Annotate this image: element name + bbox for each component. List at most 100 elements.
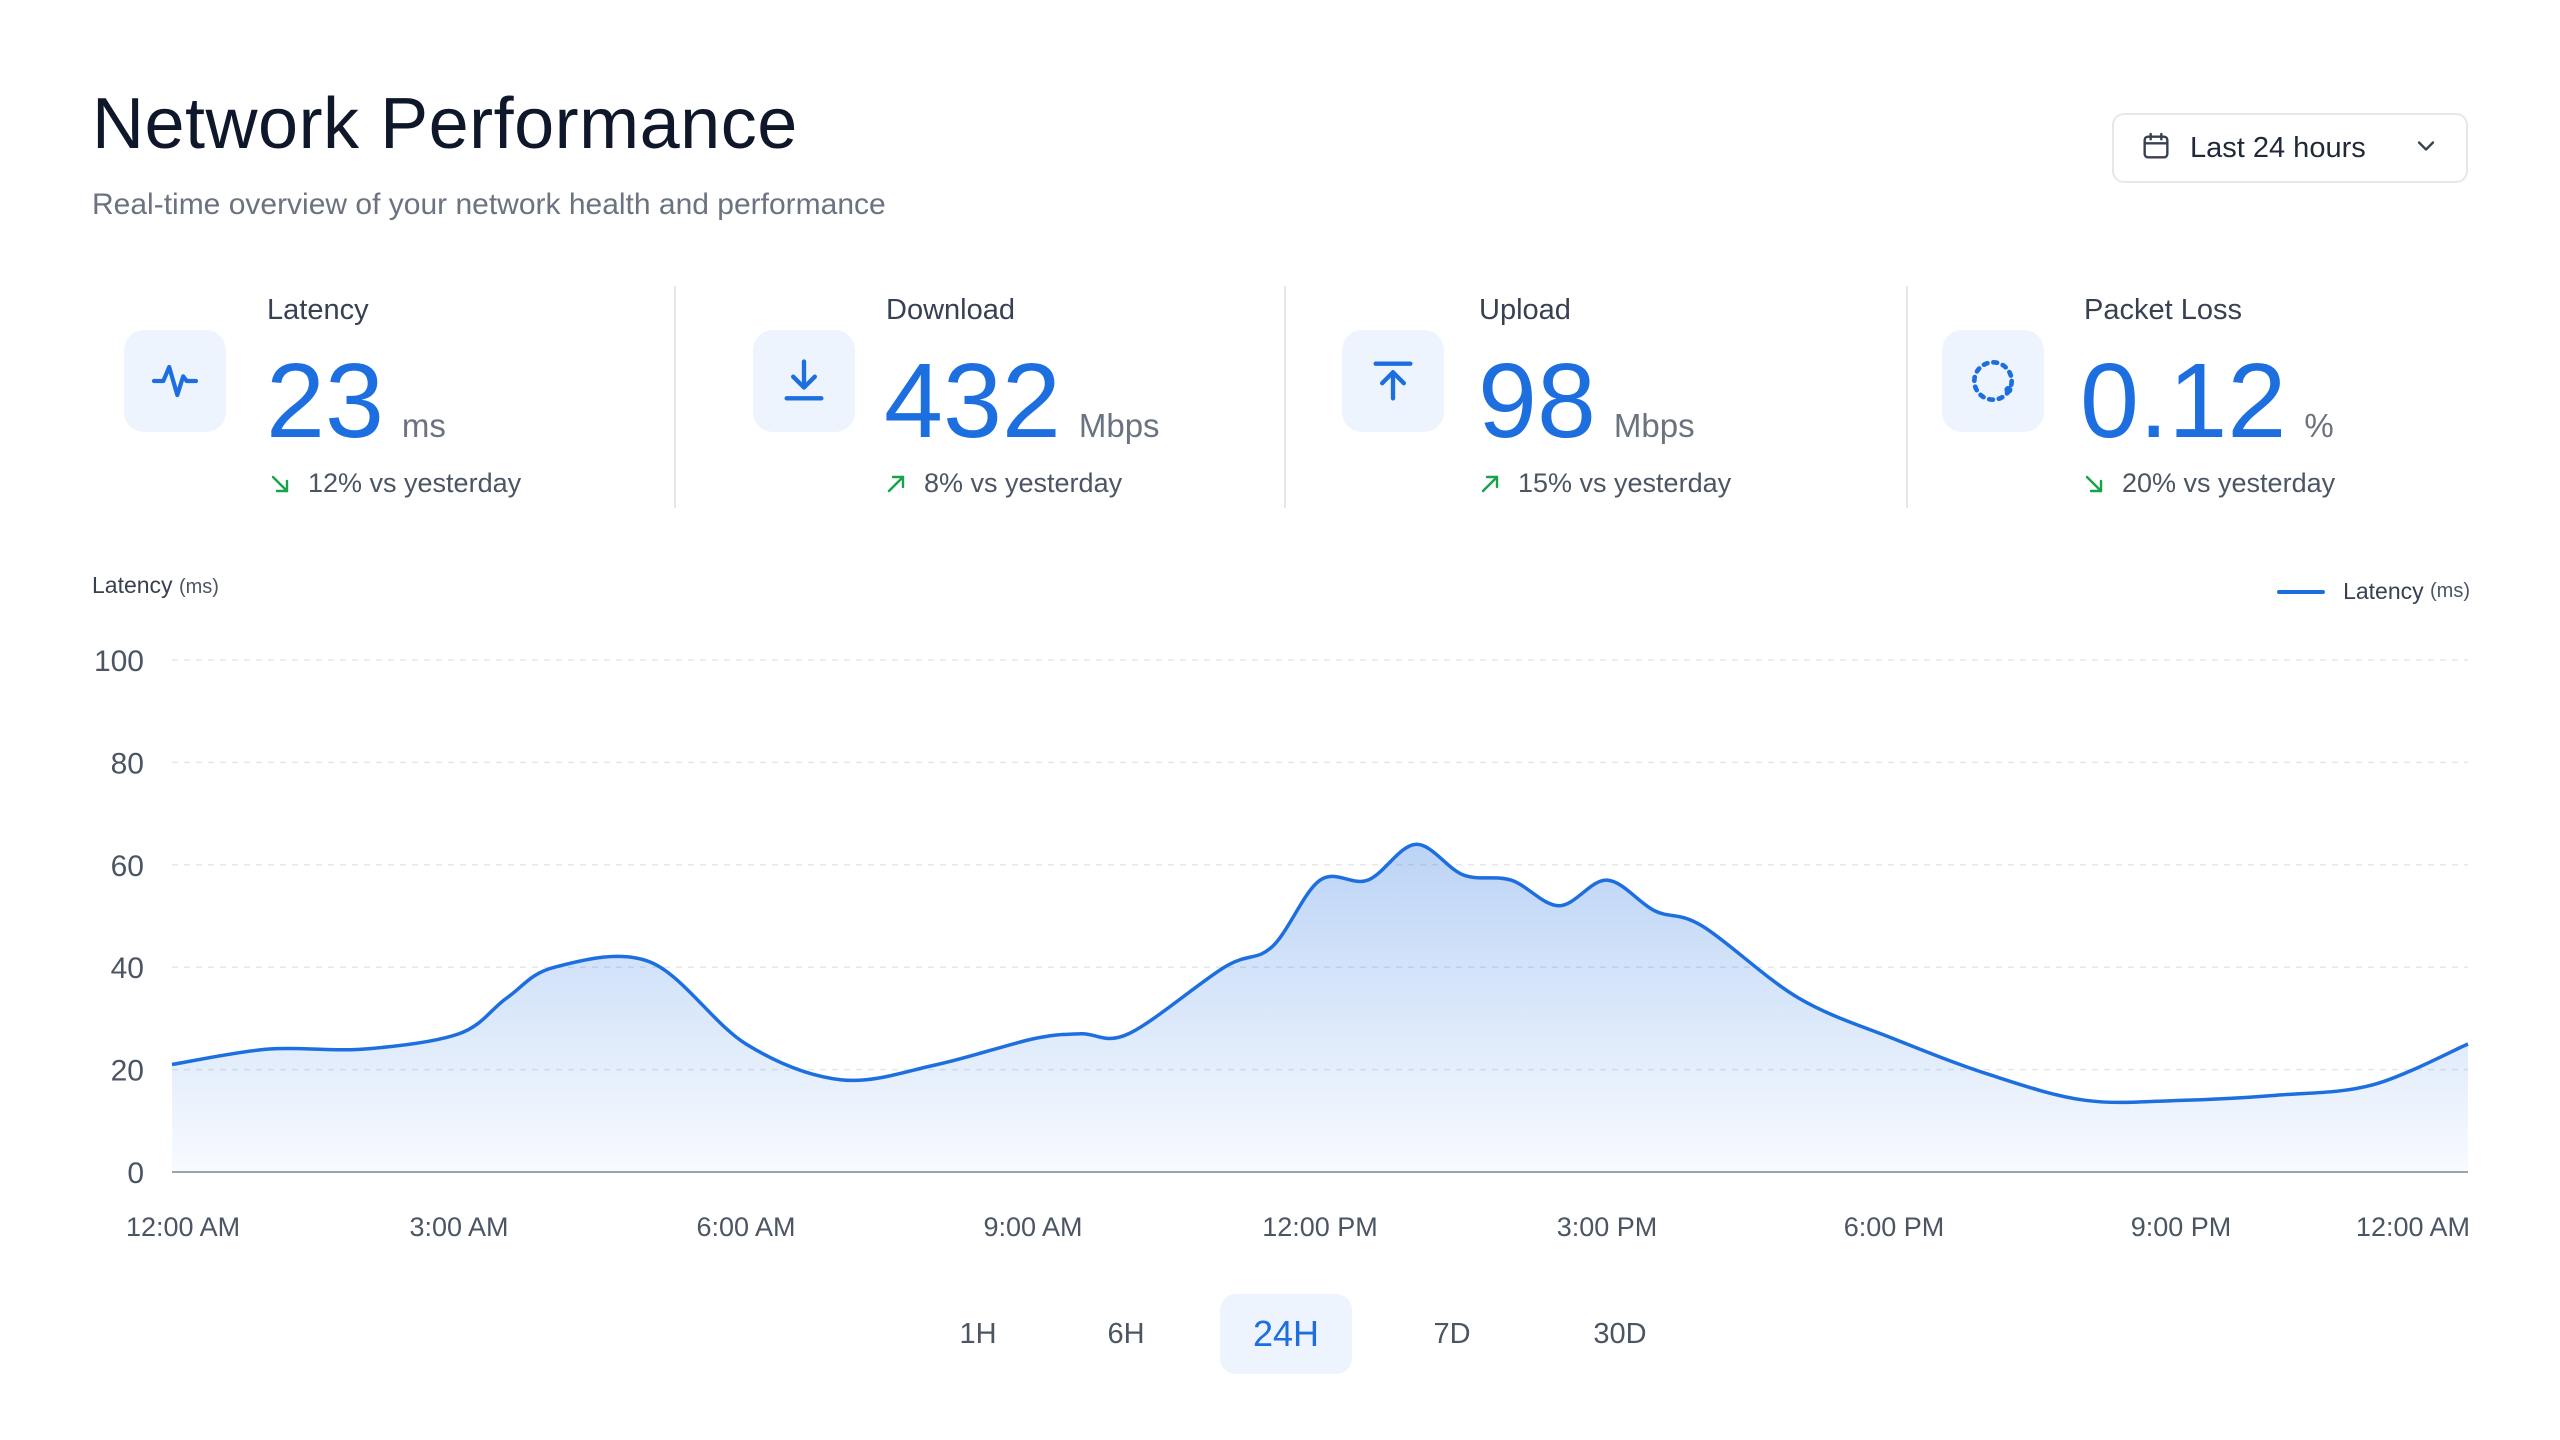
- kpi-delta: 12% vs yesterday: [268, 468, 521, 499]
- chevron-down-icon: [2412, 132, 2440, 165]
- latency-data-point: [1888, 1033, 1900, 1045]
- kpi-value: 0.12: [2080, 342, 2287, 460]
- x-tick-label: 6:00 PM: [1844, 1212, 1945, 1242]
- kpi-download: Download 432 Mbps 8% vs yesterday: [674, 286, 1284, 508]
- kpi-unit: Mbps: [1613, 407, 1695, 444]
- y-tick-label: 20: [111, 1055, 144, 1088]
- latency-data-point: [1218, 961, 1230, 973]
- chart-canvas: 0 20 40 60 80 100 12:00 AM 3:00 AM 6:00 AM 9:00 A…: [94, 645, 2474, 1242]
- kpi-unit: ms: [401, 407, 446, 444]
- latency-data-point: [1553, 900, 1565, 912]
- x-tick-label: 3:00 AM: [409, 1212, 508, 1242]
- kpi-label: Latency: [267, 294, 369, 326]
- kpi-row: Latency 23 ms 12% vs yesterday Download …: [92, 286, 2468, 508]
- kpi-packet-loss: Packet Loss 0.12 % 20% vs yesterday: [1906, 286, 2468, 508]
- page-title: Network Performance: [92, 84, 798, 164]
- arrow-up-right-icon: [887, 475, 905, 492]
- kpi-unit: %: [2304, 407, 2334, 444]
- kpi-delta-text: 20% vs yesterday: [2122, 468, 2336, 498]
- latency-data-point: [549, 961, 561, 973]
- kpi-delta: 8% vs yesterday: [884, 468, 1122, 499]
- period-selector: 1H 6H 24H 7D 30D: [0, 1294, 2560, 1374]
- latency-chart: 0 20 40 60 80 100 12:00 AM 3:00 AM 6:00 AM 9:00 A…: [0, 560, 2560, 1260]
- kpi-delta: 20% vs yesterday: [2082, 468, 2335, 499]
- y-tick-label: 100: [94, 645, 144, 678]
- legend-swatch: [2277, 589, 2326, 594]
- latency-data-point: [2271, 1089, 2283, 1101]
- latency-data-point: [1458, 869, 1470, 881]
- calendar-icon: [2140, 130, 2172, 167]
- kpi-delta-text: 8% vs yesterday: [924, 468, 1123, 498]
- latency-data-point: [1123, 1028, 1135, 1040]
- latency-data-point: [1792, 992, 1804, 1004]
- chart-legend: Latency (ms): [2277, 578, 2470, 605]
- latency-data-point: [740, 1038, 752, 1050]
- x-tick-label: 12:00 PM: [1262, 1212, 1378, 1242]
- kpi-label: Upload: [1479, 294, 1571, 326]
- latency-data-point: [644, 956, 656, 968]
- page-subtitle: Real-time overview of your network healt…: [92, 188, 886, 221]
- y-tick-label: 0: [127, 1157, 144, 1190]
- latency-data-point: [1984, 1069, 1996, 1081]
- latency-data-point: [1601, 874, 1613, 886]
- kpi-latency: Latency 23 ms 12% vs yesterday: [92, 286, 674, 508]
- loader-icon: [1942, 330, 2044, 432]
- arrow-down-right-icon: [271, 475, 289, 492]
- x-tick-label: 12:00 AM: [126, 1212, 240, 1242]
- x-tick-label: 3:00 PM: [1557, 1212, 1658, 1242]
- upload-icon: [1342, 330, 1444, 432]
- latency-data-point: [2366, 1079, 2378, 1091]
- latency-data-point: [1075, 1028, 1087, 1040]
- x-tick-label: 12:00 AM: [2356, 1212, 2470, 1242]
- latency-data-point: [1697, 920, 1709, 932]
- latency-data-point: [357, 1043, 369, 1055]
- latency-data-point: [2079, 1094, 2091, 1106]
- latency-data-point: [2175, 1094, 2187, 1106]
- kpi-delta-text: 15% vs yesterday: [1518, 468, 1732, 498]
- period-1h[interactable]: 1H: [959, 1317, 997, 1350]
- activity-icon: [124, 330, 226, 432]
- latency-data-point: [2462, 1038, 2474, 1050]
- latency-data-point: [501, 992, 513, 1004]
- kpi-label: Packet Loss: [2084, 294, 2242, 326]
- latency-data-point: [1410, 838, 1422, 850]
- download-icon: [753, 330, 855, 432]
- kpi-delta-text: 12% vs yesterday: [308, 468, 522, 498]
- time-range-dropdown[interactable]: Last 24 hours: [2112, 113, 2468, 183]
- arrow-down-right-icon: [2085, 475, 2103, 492]
- chart-title-main: Latency: [92, 572, 173, 598]
- x-tick-label: 9:00 AM: [983, 1212, 1082, 1242]
- period-7d[interactable]: 7D: [1433, 1317, 1471, 1350]
- time-range-label: Last 24 hours: [2190, 131, 2366, 164]
- y-tick-label: 60: [111, 850, 144, 883]
- period-6h[interactable]: 6H: [1107, 1317, 1145, 1350]
- x-tick-label: 6:00 AM: [696, 1212, 795, 1242]
- kpi-delta: 15% vs yesterday: [1478, 468, 1731, 499]
- y-tick-label: 80: [111, 747, 144, 780]
- latency-data-point: [166, 1058, 178, 1070]
- kpi-value: 432: [884, 342, 1061, 460]
- latency-data-point: [1266, 941, 1278, 953]
- kpi-unit: Mbps: [1078, 407, 1160, 444]
- chart-title-unit: (ms): [178, 576, 219, 598]
- latency-data-point: [1027, 1033, 1039, 1045]
- arrow-up-right-icon: [1481, 475, 1499, 492]
- kpi-label: Download: [886, 294, 1015, 326]
- period-24h[interactable]: 24H: [1220, 1294, 1352, 1374]
- latency-data-point: [262, 1043, 274, 1055]
- latency-data-point: [1649, 905, 1661, 917]
- kpi-upload: Upload 98 Mbps 15% vs yesterday: [1284, 286, 1906, 508]
- kpi-value: 23: [266, 342, 384, 460]
- x-tick-label: 9:00 PM: [2131, 1212, 2232, 1242]
- latency-data-point: [1505, 874, 1517, 886]
- legend-label: Latency: [2343, 578, 2424, 604]
- latency-data-point: [453, 1028, 465, 1040]
- latency-area-fill: [172, 844, 2468, 1172]
- latency-data-point: [1362, 874, 1374, 886]
- period-30d[interactable]: 30D: [1593, 1317, 1647, 1350]
- latency-series-line: [171, 842, 2469, 1105]
- kpi-value: 98: [1478, 342, 1596, 460]
- latency-data-point: [931, 1058, 943, 1070]
- chart-title: Latency (ms): [92, 572, 219, 599]
- y-tick-label: 40: [111, 952, 144, 985]
